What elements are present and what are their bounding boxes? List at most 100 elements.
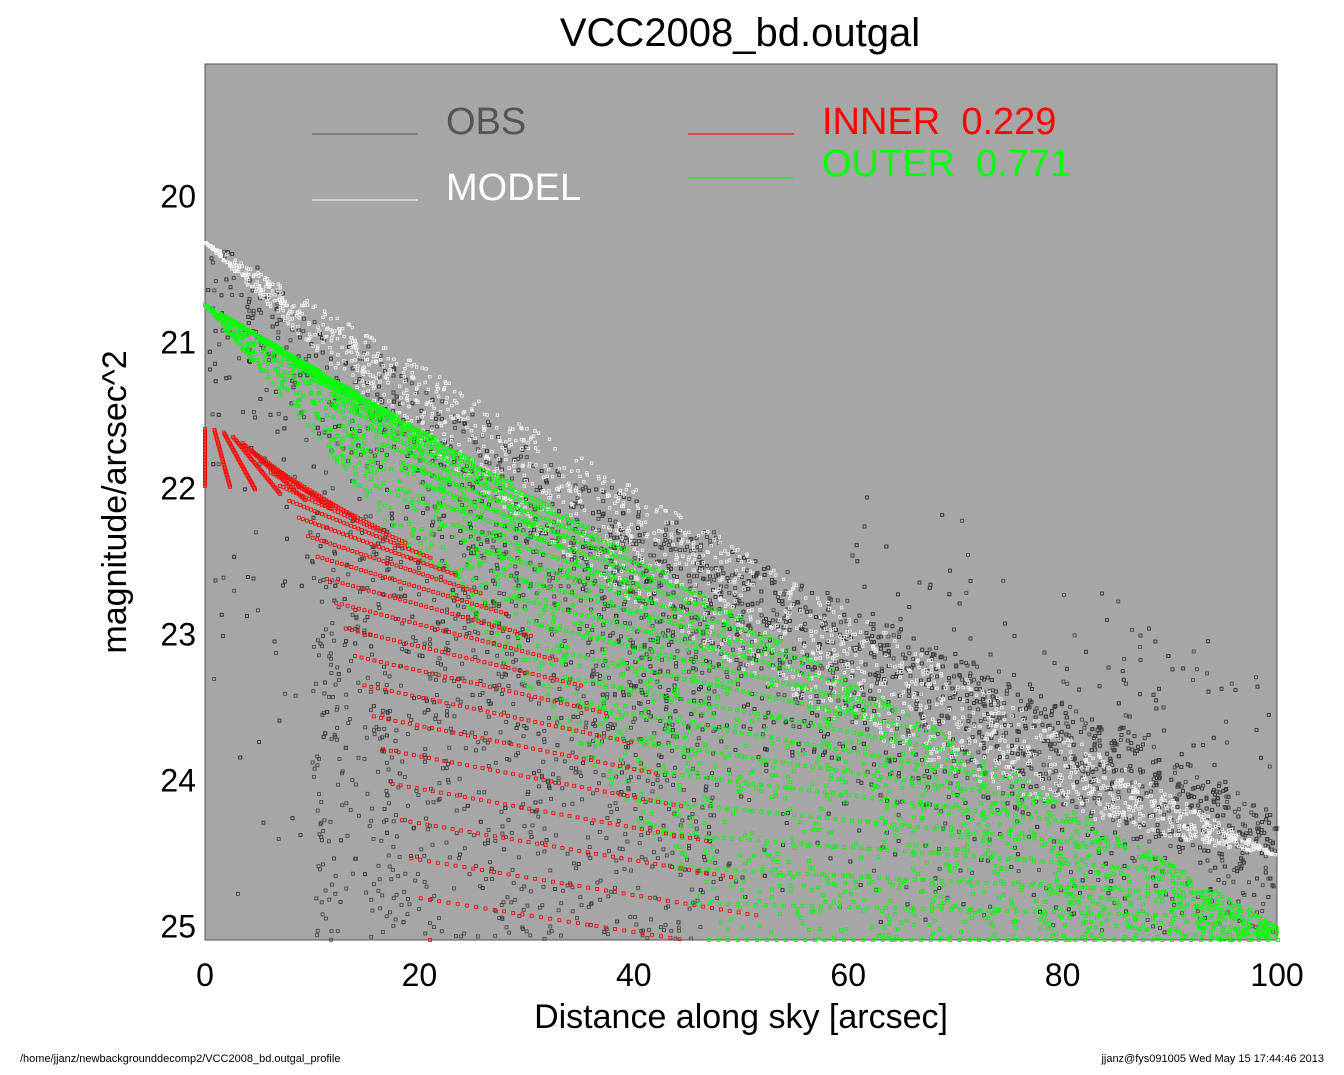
obs-point [1015,738,1020,742]
obs-point [601,499,606,503]
obs-point [1027,834,1031,839]
obs-point [497,591,502,596]
obs-point [1191,678,1195,682]
obs-point [453,426,458,431]
obs-point [943,821,948,826]
obs-point [1253,925,1258,930]
obs-point [740,620,745,625]
obs-point [1223,788,1228,792]
obs-point [1190,843,1195,847]
obs-point [967,706,972,711]
obs-point [648,826,653,830]
obs-point [1118,738,1123,742]
obs-point [837,741,842,746]
obs-point [1235,791,1240,796]
obs-point [1124,681,1128,686]
obs-point [1231,879,1236,884]
obs-point [255,608,260,613]
obs-point [782,693,787,698]
obs-point [808,720,813,725]
obs-point [939,809,944,814]
obs-point [1074,709,1079,714]
obs-point [660,546,664,551]
obs-point [335,665,340,670]
obs-point [309,341,314,346]
obs-point [736,682,740,687]
obs-point [290,327,295,332]
obs-point [613,885,617,890]
obs-point [1173,770,1177,775]
obs-point [288,338,293,343]
obs-point [357,429,362,434]
obs-point [879,666,884,671]
obs-point [1242,802,1247,806]
obs-point [576,715,580,719]
obs-point [719,652,724,656]
obs-point [335,725,340,730]
obs-point [557,473,562,478]
obs-point [627,496,632,501]
obs-point [632,556,637,561]
obs-point [329,671,334,675]
obs-point [1232,809,1237,814]
obs-point [253,530,258,535]
obs-point [366,344,371,349]
obs-point [997,669,1001,674]
obs-point [580,504,585,509]
obs-point [835,598,840,603]
obs-point [698,699,703,703]
obs-point [886,648,891,653]
obs-point [965,775,970,780]
obs-point [505,895,510,900]
obs-point [566,584,571,589]
obs-point [1062,593,1066,598]
obs-point [740,601,745,606]
obs-point [1224,794,1229,799]
obs-point [666,543,671,547]
obs-point [344,705,349,710]
obs-point [1049,747,1054,751]
obs-point [230,292,235,297]
obs-point [1037,868,1041,872]
obs-point [1034,752,1039,756]
obs-point [440,399,445,404]
obs-point [1044,771,1048,776]
obs-point [1019,699,1023,703]
obs-point [1267,764,1272,769]
obs-point [708,598,712,603]
obs-point [934,646,939,650]
obs-point [303,357,308,362]
obs-point [1110,763,1115,767]
obs-point [759,613,764,618]
obs-point [1042,707,1047,712]
obs-point [891,633,896,638]
obs-point [1088,814,1093,819]
obs-point [365,392,370,397]
obs-point [1147,839,1152,844]
obs-point [937,846,941,851]
obs-point [872,868,876,873]
obs-point [637,539,641,543]
obs-point [1260,909,1265,913]
obs-point [217,342,222,347]
obs-point [935,732,940,736]
obs-point [980,734,984,739]
obs-point [454,636,459,641]
obs-point [1044,886,1049,891]
obs-point [823,622,828,626]
obs-point [1034,706,1039,711]
obs-point [510,476,514,481]
obs-point [996,703,1000,708]
obs-point [606,578,611,583]
obs-point [978,719,983,723]
obs-point [976,750,981,755]
obs-point [276,411,281,416]
obs-point [607,518,612,522]
obs-point [518,522,522,527]
obs-point [424,390,429,395]
obs-point [251,410,256,414]
obs-point [736,627,740,632]
obs-point [906,728,910,733]
obs-point [534,488,539,492]
obs-point [460,502,465,507]
